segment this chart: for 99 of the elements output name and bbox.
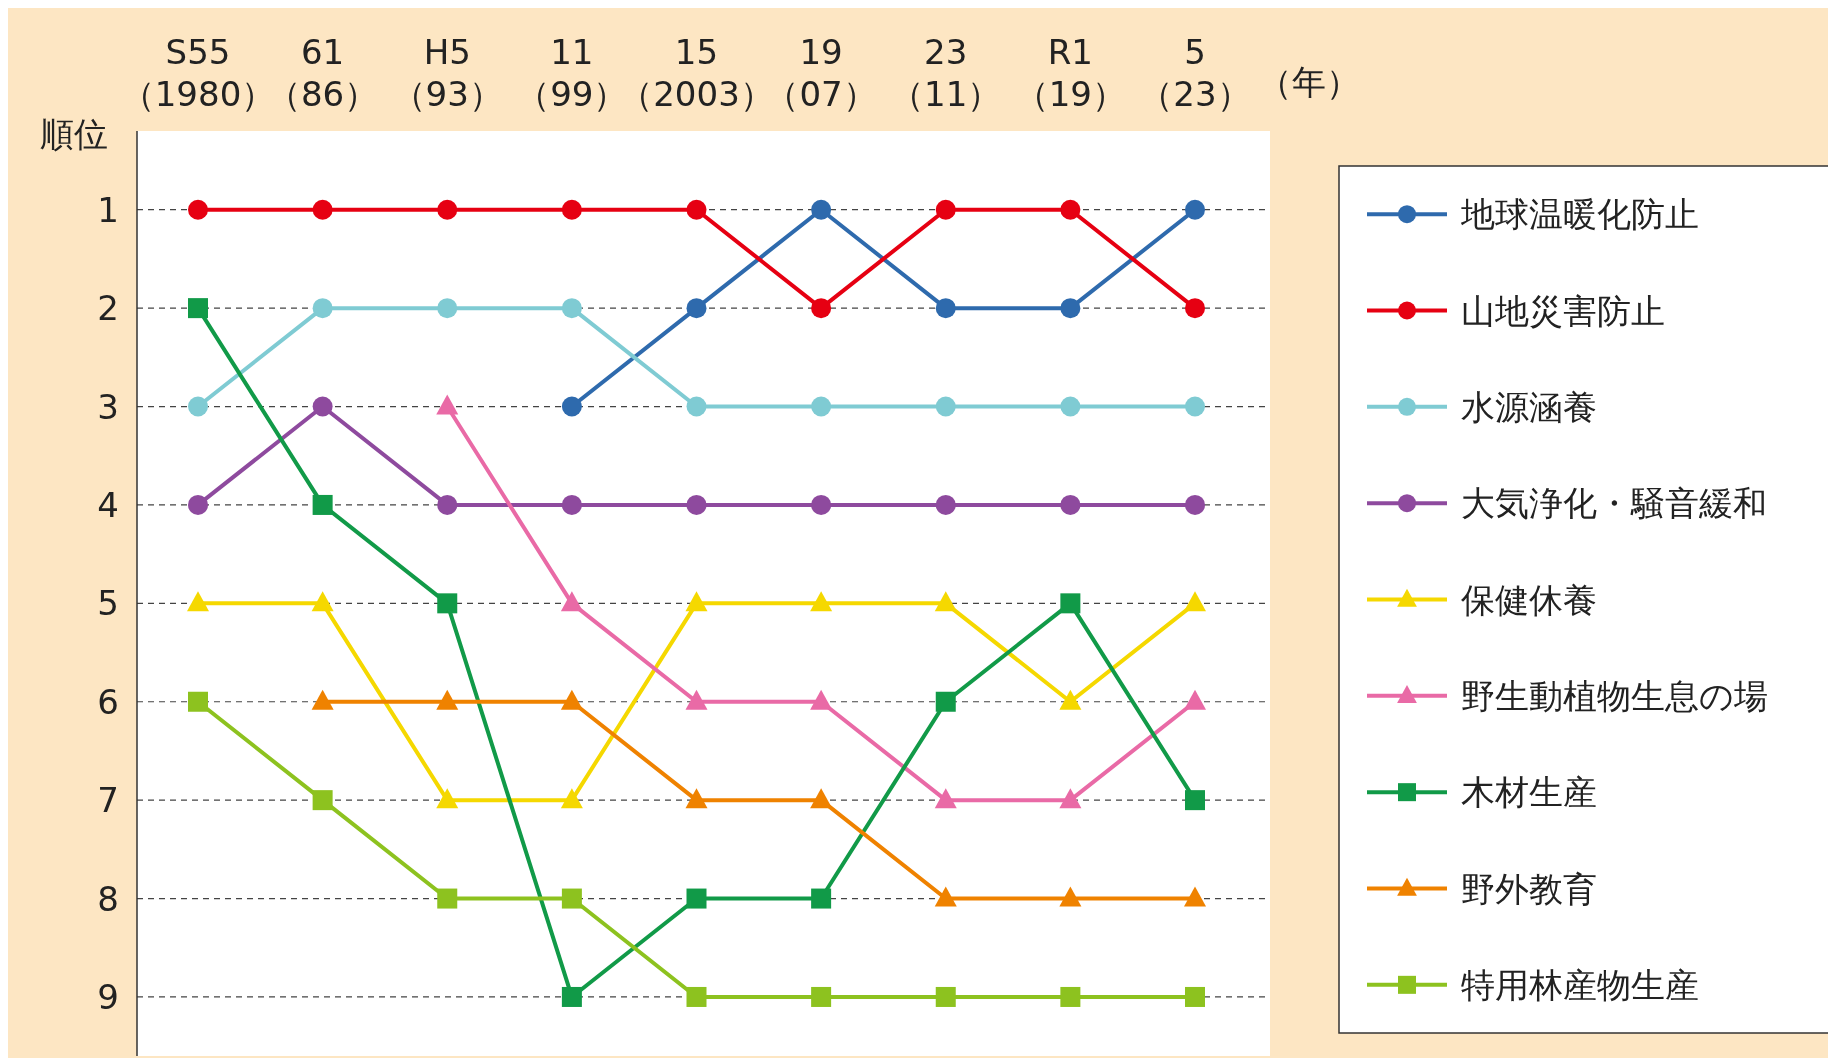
point [561, 986, 582, 1007]
point [934, 591, 957, 612]
y-tick-label: 8 [97, 878, 119, 919]
point [312, 199, 333, 220]
point [561, 396, 582, 417]
point [437, 199, 458, 220]
legend-label: 野外教育 [1461, 868, 1597, 909]
point [1185, 396, 1205, 417]
point [311, 689, 334, 710]
x-tick-label: R1 （19） [1014, 32, 1127, 114]
x-tick-label: 23 （11） [890, 32, 1002, 114]
point [1185, 494, 1205, 515]
legend-label: 特用林産物生産 [1461, 964, 1699, 1005]
point [810, 591, 833, 612]
point [811, 986, 832, 1007]
point [188, 396, 208, 417]
point [561, 888, 582, 909]
point [1059, 788, 1082, 809]
legend-label: 木材生産 [1461, 772, 1597, 813]
point [312, 494, 333, 515]
legend-label: 山地災害防止 [1461, 290, 1665, 331]
point [437, 593, 458, 614]
point [188, 298, 208, 319]
point [1184, 591, 1206, 612]
point [934, 788, 957, 809]
y-tick-label: 6 [97, 681, 119, 722]
point [935, 199, 956, 220]
point [686, 298, 707, 319]
legend-label: 野生動植物生息の場 [1461, 675, 1768, 716]
point [811, 298, 832, 319]
point [1184, 886, 1206, 907]
point [1060, 593, 1081, 614]
point [1185, 790, 1205, 811]
point [188, 199, 208, 220]
point [560, 689, 583, 710]
point [560, 788, 583, 809]
point [686, 986, 707, 1007]
point [686, 888, 707, 909]
point [560, 591, 583, 612]
point [811, 199, 832, 220]
point [935, 494, 956, 515]
point [1060, 494, 1081, 515]
x-tick-label: H5 （93） [391, 32, 503, 114]
point [686, 199, 707, 220]
point [685, 689, 708, 710]
y-tick-label: 4 [97, 484, 119, 525]
legend-label: 保健休養 [1461, 579, 1597, 620]
point [561, 298, 582, 319]
point [1059, 689, 1082, 710]
point [1185, 199, 1205, 220]
y-axis-title: 順位 [40, 114, 108, 154]
y-tick-label: 3 [97, 386, 119, 427]
x-axis-title: （年） [1258, 62, 1360, 102]
point [686, 494, 707, 515]
point [935, 691, 956, 712]
point [437, 494, 458, 515]
point [810, 689, 833, 710]
y-tick-label: 9 [97, 976, 119, 1017]
point [934, 886, 957, 907]
point [561, 199, 582, 220]
point [1185, 986, 1205, 1007]
point [1060, 298, 1081, 319]
point [685, 788, 708, 809]
point [1060, 396, 1081, 417]
point [312, 790, 333, 811]
point [935, 298, 956, 319]
point [1184, 689, 1206, 710]
y-tick-label: 5 [97, 583, 119, 624]
y-tick-label: 7 [97, 780, 119, 821]
point [437, 298, 458, 319]
point [1185, 298, 1205, 319]
legend-label: 大気浄化・騒音緩和 [1461, 483, 1767, 524]
point [188, 494, 208, 515]
point [811, 396, 832, 417]
point [436, 394, 459, 415]
legend-label: 地球温暖化防止 [1460, 194, 1699, 235]
point [810, 788, 833, 809]
point [811, 888, 832, 909]
point [311, 591, 334, 612]
point [561, 494, 582, 515]
y-tick-label: 1 [97, 189, 119, 230]
x-tick-label: 5 （23） [1139, 32, 1251, 114]
point [1059, 886, 1082, 907]
point [1060, 986, 1081, 1007]
y-tick-label: 2 [97, 288, 119, 329]
point [187, 591, 209, 612]
point [1060, 199, 1081, 220]
point [436, 788, 459, 809]
point [312, 396, 333, 417]
point [811, 494, 832, 515]
point [436, 689, 459, 710]
point [935, 986, 956, 1007]
point [437, 888, 458, 909]
legend-label: 水源涵養 [1461, 386, 1597, 427]
point [935, 396, 956, 417]
point [312, 298, 333, 319]
point [685, 591, 708, 612]
point [188, 691, 208, 712]
point [686, 396, 707, 417]
